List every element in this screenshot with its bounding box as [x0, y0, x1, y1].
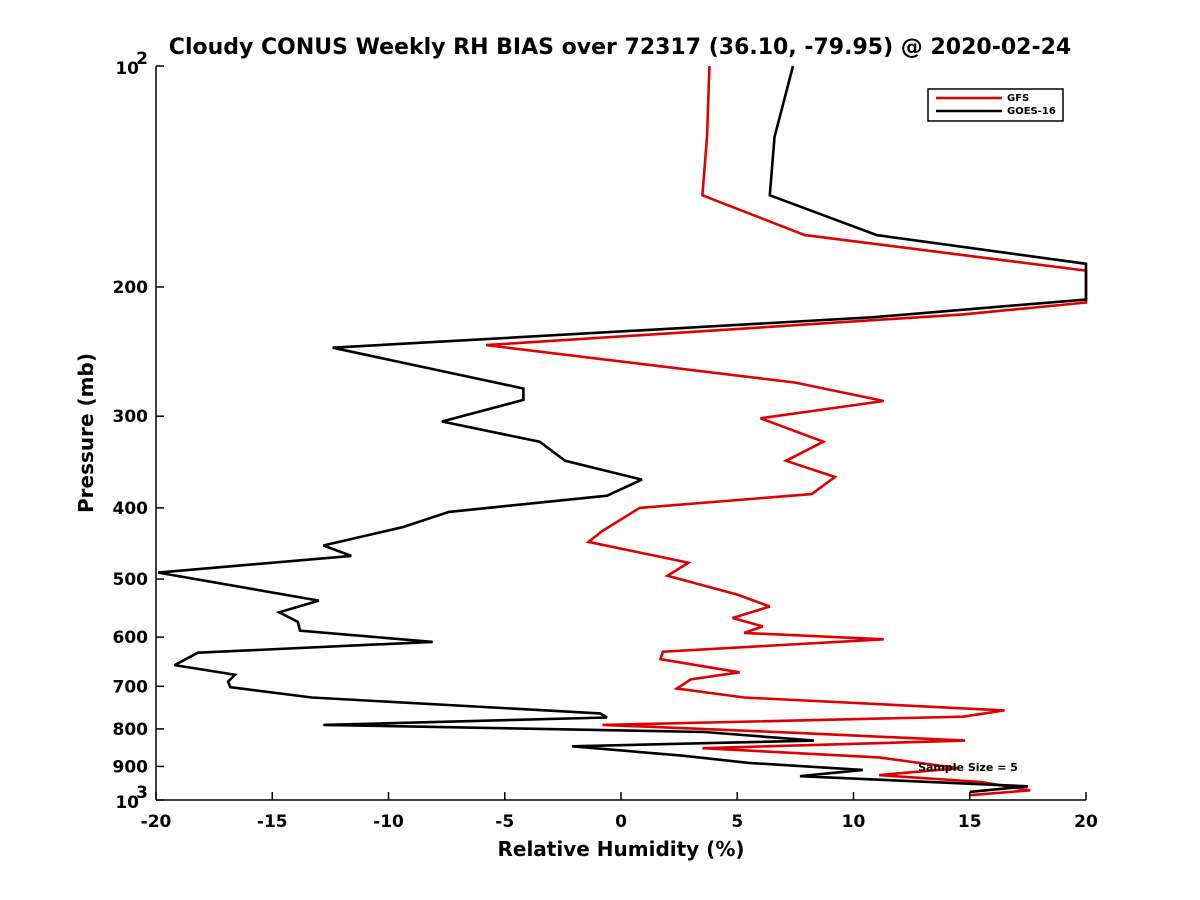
y-tick-label: 700 — [113, 677, 149, 697]
y-tick-label: 800 — [113, 720, 149, 740]
y-tick-label-exponent: 3 — [136, 783, 148, 803]
y-tick-label: 400 — [113, 499, 149, 519]
y-axis-label: Pressure (mb) — [74, 353, 98, 513]
series-layer — [158, 65, 1088, 797]
legend-label-goes16: GOES-16 — [1007, 106, 1056, 117]
x-tick-label: -20 — [141, 812, 172, 832]
y-tick-label: 10 — [115, 59, 139, 79]
x-tick-label: -5 — [495, 812, 514, 832]
x-tick-label: -10 — [373, 812, 404, 832]
x-tick-label: 0 — [615, 812, 627, 832]
y-tick-label-exponent: 2 — [136, 49, 148, 69]
y-tick-label: 200 — [113, 278, 149, 298]
y-tick-label: 900 — [113, 757, 149, 777]
y-tick-label: 600 — [113, 628, 149, 648]
x-tick-label: 15 — [958, 812, 982, 832]
series-line-goes16 — [158, 65, 1088, 794]
y-tick-label: 10 — [115, 793, 139, 813]
ticks-layer: -20 -15 -10 -5 0 5 10 15 20210200300400500600700… — [113, 49, 1098, 832]
x-tick-label: 5 — [731, 812, 743, 832]
chart-title: Cloudy CONUS Weekly RH BIAS over 72317 (… — [169, 35, 1071, 60]
x-axis-label: Relative Humidity (%) — [497, 837, 744, 861]
y-tick-label: 500 — [113, 570, 149, 590]
sample-size-annotation: Sample Size = 5 — [918, 761, 1018, 774]
y-tick-label: 300 — [113, 407, 149, 427]
x-tick-label: -15 — [257, 812, 288, 832]
legend: GFS GOES-16 — [927, 88, 1064, 122]
plot-frame — [156, 66, 1086, 800]
x-tick-label: 10 — [842, 812, 866, 832]
plot-area — [155, 66, 1086, 801]
legend-label-gfs: GFS — [1007, 93, 1029, 104]
series-line-gfs — [485, 65, 1088, 797]
x-tick-label: 20 — [1074, 812, 1098, 832]
legend-box — [927, 88, 1064, 122]
